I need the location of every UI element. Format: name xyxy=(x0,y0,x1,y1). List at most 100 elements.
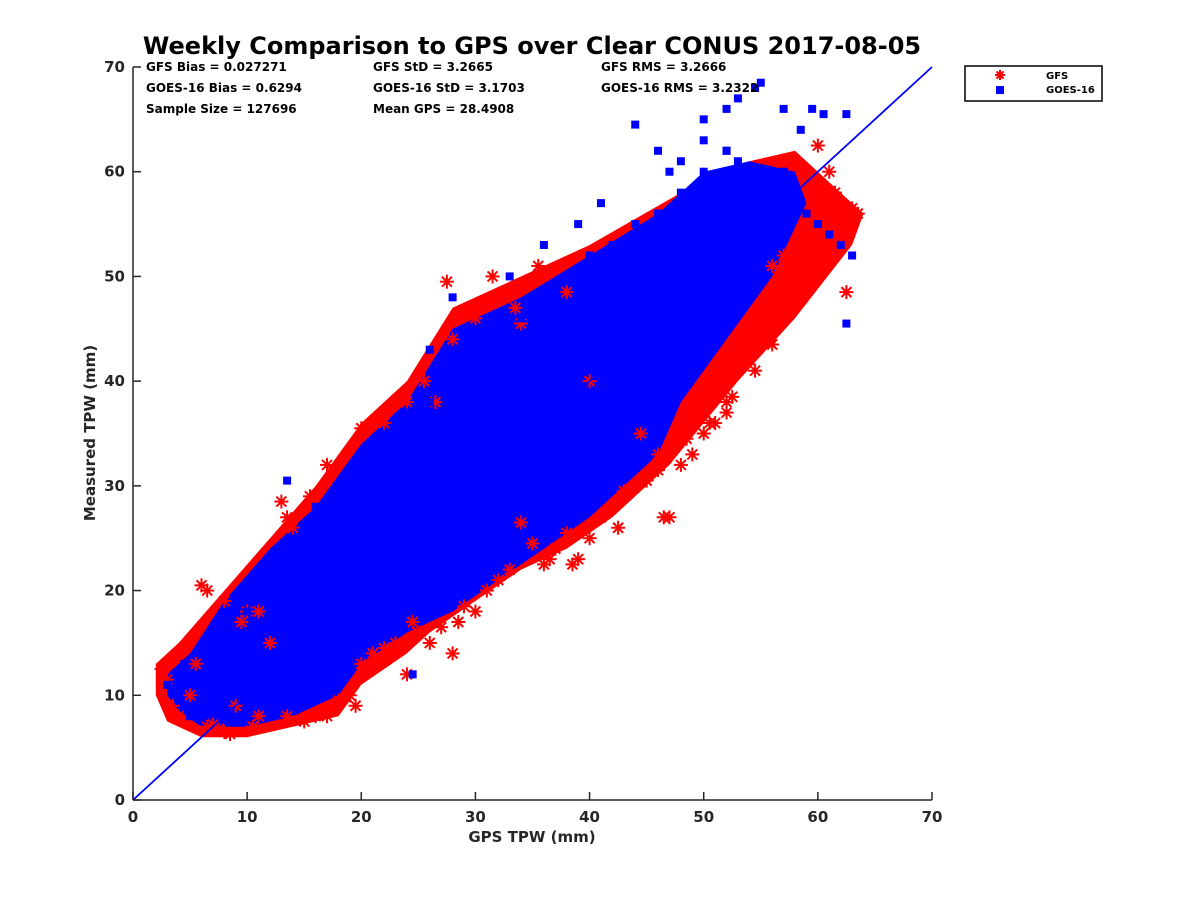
gfs-point xyxy=(331,693,346,708)
goes-16-point xyxy=(174,696,183,705)
gfs-point xyxy=(776,248,791,263)
goes-16-point xyxy=(562,272,571,281)
x-tick-label: 0 xyxy=(128,808,138,826)
gfs-point xyxy=(217,594,232,609)
gfs-point xyxy=(422,635,437,650)
x-tick-label: 60 xyxy=(807,808,828,826)
goes-16-point xyxy=(756,188,765,197)
y-tick-label: 40 xyxy=(104,372,125,390)
gfs-point xyxy=(582,531,597,546)
gfs-point xyxy=(793,238,808,253)
gfs-point xyxy=(559,285,574,300)
gfs-point xyxy=(514,515,529,530)
gfs-point xyxy=(251,709,266,724)
stat-gfs-bias: GFS Bias = 0.027271 xyxy=(146,60,287,74)
goes-16-point xyxy=(482,377,491,386)
x-tick-label: 10 xyxy=(237,808,258,826)
gfs-point xyxy=(348,698,363,713)
goes-16-point xyxy=(779,104,788,113)
goes-16-point xyxy=(699,115,708,124)
gfs-point xyxy=(628,478,643,493)
gfs-point xyxy=(531,258,546,273)
goes-16-point xyxy=(722,146,731,155)
gfs-point xyxy=(251,604,266,619)
goes-16-point xyxy=(819,110,828,119)
goes-16-point xyxy=(460,398,469,407)
goes-16-point xyxy=(220,628,229,637)
goes-16-point xyxy=(631,120,640,129)
gfs-point xyxy=(822,164,837,179)
gfs-point xyxy=(776,300,791,315)
gfs-point xyxy=(742,353,757,368)
goes-16-point xyxy=(288,544,297,553)
goes-16-point xyxy=(722,104,731,113)
goes-16-point xyxy=(733,157,742,166)
goes-16-point xyxy=(283,476,292,485)
stat-mean-gps: Mean GPS = 28.4908 xyxy=(373,102,514,116)
goes-16-point xyxy=(676,188,685,197)
gfs-point xyxy=(183,688,198,703)
gfs-point xyxy=(274,494,289,509)
reference-line-group xyxy=(132,66,933,801)
gfs-point xyxy=(536,557,551,572)
goes-16-point xyxy=(842,319,851,328)
gfs-point xyxy=(753,332,768,347)
x-tick-label: 20 xyxy=(351,808,372,826)
gfs-point xyxy=(679,431,694,446)
gfs-point xyxy=(611,520,626,535)
gfs-point xyxy=(354,421,369,436)
goes-16-point xyxy=(574,282,583,291)
y-axis-ticks: 0 10 20 30 40 50 60 70 xyxy=(104,58,141,809)
goes-16-point xyxy=(711,178,720,187)
goes-16-point xyxy=(391,460,400,469)
gfs-point xyxy=(154,662,169,677)
chart-title: Weekly Comparison to GPS over Clear CONU… xyxy=(143,32,921,60)
gfs-point xyxy=(445,646,460,661)
gfs-point xyxy=(445,332,460,347)
goes-16-point xyxy=(505,272,514,281)
gfs-point xyxy=(491,573,506,588)
gfs-point xyxy=(411,625,426,640)
goes-16-point xyxy=(551,303,560,312)
gfs-point xyxy=(468,604,483,619)
gfs-point xyxy=(685,447,700,462)
gfs-point xyxy=(365,646,380,661)
goes-16-point xyxy=(539,241,548,250)
legend-goes-label: GOES-16 xyxy=(1046,85,1095,96)
gfs-point xyxy=(468,311,483,326)
goes-16-point xyxy=(277,565,286,574)
gfs-point xyxy=(405,614,420,629)
x-tick-label: 70 xyxy=(922,808,943,826)
gfs-point xyxy=(302,489,317,504)
goes-16-point xyxy=(163,680,172,689)
gfs-point xyxy=(508,300,523,315)
gfs-point xyxy=(765,337,780,352)
y-axis-label: Measured TPW (mm) xyxy=(81,345,99,521)
gfs-point xyxy=(388,635,403,650)
x-tick-label: 40 xyxy=(579,808,600,826)
goes-16-point xyxy=(699,136,708,145)
gfs-point xyxy=(485,269,500,284)
stat-goes-std: GOES-16 StD = 3.1703 xyxy=(373,81,525,95)
goes-16-point xyxy=(357,450,366,459)
stat-goes-rms: GOES-16 RMS = 3.2322 xyxy=(601,81,758,95)
goes-16-point xyxy=(779,167,788,176)
gfs-point xyxy=(696,426,711,441)
gfs-point xyxy=(805,211,820,226)
legend-box xyxy=(964,65,1103,102)
gfs-point xyxy=(633,426,648,441)
goes-16-point xyxy=(437,419,446,428)
gfs-series xyxy=(154,138,865,742)
stat-goes-bias: GOES-16 Bias = 0.6294 xyxy=(146,81,302,95)
gfs-point xyxy=(719,395,734,410)
goes-16-point xyxy=(796,125,805,134)
goes-16-point xyxy=(751,83,760,92)
gfs-point xyxy=(542,552,557,567)
stat-gfs-std: GFS StD = 3.2665 xyxy=(373,60,493,74)
goes-16-point xyxy=(745,167,754,176)
goes-16-point xyxy=(448,293,457,302)
gfs-point xyxy=(548,541,563,556)
gfs-point xyxy=(559,525,574,540)
goes-16-point xyxy=(813,220,822,229)
